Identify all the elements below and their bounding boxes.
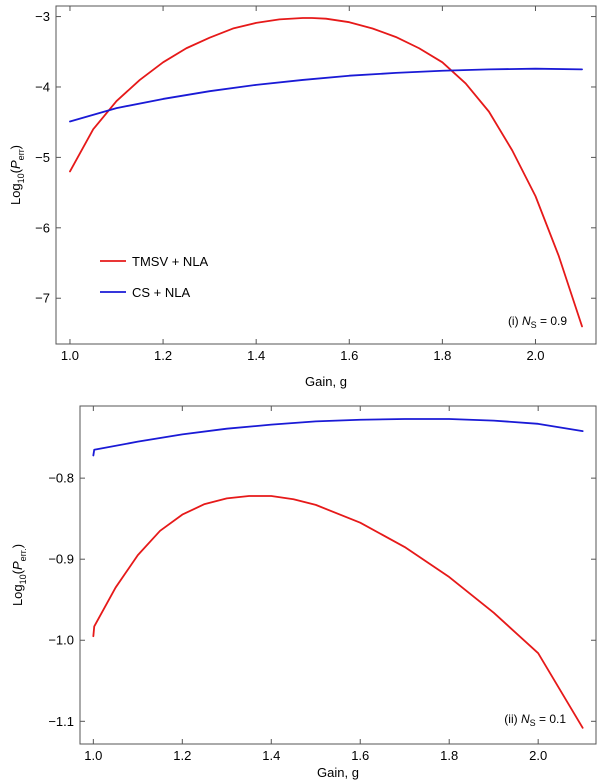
x-tick-label: 1.8: [440, 748, 458, 763]
series-line-tmsv-nla: [92, 495, 584, 729]
chart-panel-bottom: 1.0 1.2 1.4 1.6 1.8 2.0 −0.8 −0.9 −1.0 −1.1 (ii) …: [0, 395, 597, 781]
y-axis-label: Log10(Perr): [8, 145, 26, 205]
y-tick-label: −7: [35, 291, 50, 306]
x-tick-label: 2.0: [526, 348, 544, 363]
tick-group: 1.0 1.2 1.4 1.6 1.8 2.0 −0.8 −0.9 −1.0 −1.1: [48, 406, 596, 763]
x-tick-label: 1.0: [61, 348, 79, 363]
plot-frame: [79, 405, 597, 745]
y-tick-label: −6: [35, 220, 50, 235]
x-tick-label: 1.4: [262, 748, 280, 763]
y-tick-label: −3: [35, 9, 50, 24]
series-line-tmsv-nla: [69, 17, 583, 328]
x-tick-label: 1.2: [154, 348, 172, 363]
plot-frame: [55, 5, 597, 345]
y-tick-label: −0.8: [48, 471, 74, 486]
chart-panel-top: 1.0 1.2 1.4 1.6 1.8 2.0 −3 −4 −5 −6 −7 TMSV + NLA …: [8, 5, 597, 389]
annotation-ns: (i) NS = 0.9: [508, 314, 567, 330]
series-line-cs-nla: [69, 67, 583, 123]
y-tick-label: −0.9: [48, 552, 74, 567]
x-tick-label: 1.6: [351, 748, 369, 763]
x-tick-label: 1.2: [173, 748, 191, 763]
series-line-cs-nla: [92, 418, 584, 457]
series-group: [69, 17, 583, 328]
chart-top-svg: 1.0 1.2 1.4 1.6 1.8 2.0 −3 −4 −5 −6 −7 TMSV + NLA …: [8, 5, 597, 389]
x-tick-label: 2.0: [529, 748, 547, 763]
legend: TMSV + NLA CS + NLA: [100, 254, 209, 300]
series-group: [92, 418, 584, 729]
tick-group: 1.0 1.2 1.4 1.6 1.8 2.0 −3 −4 −5 −6 −7: [35, 6, 596, 363]
legend-label-cs: CS + NLA: [132, 285, 190, 300]
y-tick-label: −4: [35, 79, 50, 94]
x-tick-label: 1.8: [433, 348, 451, 363]
x-axis-label: Gain, g: [305, 374, 347, 389]
x-axis-label: Gain, g: [317, 765, 359, 780]
chart-bottom-svg: 1.0 1.2 1.4 1.6 1.8 2.0 −0.8 −0.9 −1.0 −1.1 (ii) …: [10, 405, 597, 780]
x-tick-label: 1.0: [84, 748, 102, 763]
y-tick-label: −1.1: [48, 714, 74, 729]
legend-label-tmsv: TMSV + NLA: [132, 254, 209, 269]
x-tick-label: 1.4: [247, 348, 265, 363]
y-tick-label: −5: [35, 150, 50, 165]
y-tick-label: −1.0: [48, 633, 74, 648]
y-axis-label: Log10(Perr.): [10, 544, 28, 606]
annotation-ns: (ii) NS = 0.1: [504, 712, 566, 728]
x-tick-label: 1.6: [340, 348, 358, 363]
